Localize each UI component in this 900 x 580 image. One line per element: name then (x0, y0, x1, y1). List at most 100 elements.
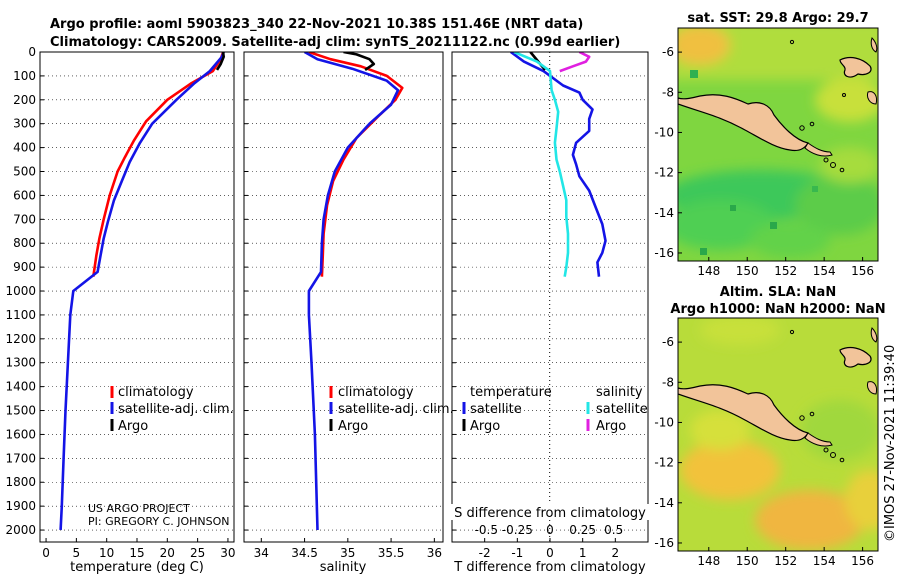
lon-tick-label: 152 (774, 554, 797, 568)
lon-tick-label: 152 (774, 264, 797, 278)
x-tick-label: -2 (479, 546, 491, 560)
x-tick-label: 5 (73, 546, 81, 560)
depth-tick-label: 1300 (5, 356, 36, 370)
depth-tick-label: 1200 (5, 332, 36, 346)
s-tick-label: -0.5 (475, 523, 498, 537)
imos-stamp: ©IMOS 27-Nov-2021 11:39:40 (883, 345, 898, 542)
island (842, 93, 846, 97)
depth-tick-label: 1100 (5, 308, 36, 322)
island (823, 157, 829, 163)
sst-map-panel: sat. SST: 29.8 Argo: 29.7 (654, 11, 879, 278)
sla-map-panel: Altim. SLA: NaN Argo h1000: NaN h2000: N… (654, 285, 885, 568)
depth-tick-label: 100 (13, 69, 36, 83)
island (830, 452, 836, 458)
temperature-lines (59, 52, 225, 531)
x-tick-label: 25 (190, 546, 205, 560)
lon-tick-label: 154 (813, 554, 836, 568)
island (789, 39, 795, 45)
legend-satellite-label: satellite-adj. clim. (338, 402, 454, 417)
s-label-background (447, 504, 653, 520)
depth-tick-label: 800 (13, 236, 36, 250)
sst-cell (730, 205, 736, 211)
depth-tick-label: 1800 (5, 475, 36, 489)
s-tick-label: 0.25 (569, 523, 596, 537)
sst-cell (690, 70, 698, 78)
depth-tick-label: 1600 (5, 427, 36, 441)
depth-tick-label: 600 (13, 188, 36, 202)
series-satellite-adj-clim- (59, 52, 225, 531)
depth-tick-label: 500 (13, 165, 36, 179)
lat-tick-label: -16 (654, 246, 674, 260)
s-difference-xlabel: S difference from climatology (454, 506, 646, 521)
x-tick-label: -1 (511, 546, 523, 560)
series-salinity-argo (559, 52, 591, 73)
legend-sal-argo-label: Argo (596, 419, 626, 434)
depth-tick-label: 700 (13, 212, 36, 226)
x-tick-label: 35 (340, 546, 355, 560)
difference-axes-box (451, 51, 649, 543)
s-tick-label: -0.25 (502, 523, 533, 537)
series-argo (343, 52, 376, 71)
island (839, 167, 845, 173)
s-tick-label: 0 (546, 523, 554, 537)
x-tick-label: 0 (546, 546, 554, 560)
x-tick-label: 36 (427, 546, 442, 560)
lat-tick-label: -6 (662, 335, 674, 349)
lat-tick-label: -8 (662, 375, 674, 389)
sst-map-image (678, 28, 878, 261)
island (823, 447, 829, 453)
island (839, 457, 845, 463)
depth-tick-labels: 0 100 200 300 400 500 600 700 800 900 1000 1100 1200… (5, 45, 36, 537)
lat-tick-label: -10 (654, 125, 674, 139)
land-bougainville (867, 91, 877, 105)
x-tick-label: 34 (254, 546, 269, 560)
salinity-legend: climatology satellite-adj. clim. Argo (329, 385, 454, 434)
lon-tick-label: 148 (697, 554, 720, 568)
salinity-panel: 34 34.5 35 35.5 36 salinity climatology sate… (243, 51, 454, 575)
series-temperature-satellite (510, 52, 607, 277)
depth-tick-label: 300 (13, 117, 36, 131)
land-new-ireland (870, 37, 878, 53)
lat-tick-label: -12 (654, 166, 674, 180)
difference-legend: temperature salinity satellite Argo sate… (462, 385, 648, 434)
island (809, 411, 815, 417)
depth-tick-label: 1700 (5, 451, 36, 465)
lon-tick-label: 154 (813, 264, 836, 278)
sst-lat-tick-labels: -6 -8 -10 -12 -14 -16 (654, 45, 682, 260)
sst-map-title: sat. SST: 29.8 Argo: 29.7 (687, 11, 868, 26)
legend-argo-label: Argo (118, 419, 148, 434)
x-tick-label: 20 (160, 546, 175, 560)
legend-salinity-title: salinity (596, 385, 643, 400)
x-tick-label: 0 (42, 546, 50, 560)
x-tick-label: 10 (99, 546, 114, 560)
land-new-ireland (870, 327, 878, 343)
salinity-axes-box (243, 51, 444, 543)
legend-climatology-label: climatology (338, 385, 414, 400)
lon-tick-label: 150 (736, 264, 759, 278)
x-tick-label: 35.5 (378, 546, 405, 560)
island (799, 125, 805, 131)
depth-tick-label: 400 (13, 141, 36, 155)
sst-map-frame (677, 27, 879, 262)
difference-panel: -2 -1 0 1 2 -0.5 -0.25 0 0.25 0.5 S difference f… (447, 51, 653, 575)
salinity-grid (244, 51, 443, 542)
lat-tick-label: -6 (662, 45, 674, 59)
legend-climatology-label: climatology (118, 385, 194, 400)
lat-tick-label: -14 (654, 496, 674, 510)
island (789, 329, 795, 335)
sst-cell (812, 186, 818, 192)
temperature-xlabel: temperature (deg C) (70, 560, 204, 575)
lon-tick-label: 156 (851, 264, 874, 278)
pi-label: PI: GREGORY C. JOHNSON (88, 515, 229, 528)
lat-tick-label: -16 (654, 536, 674, 550)
lat-tick-label: -14 (654, 206, 674, 220)
figure-title-line1: Argo profile: aoml 5903823_340 22-Nov-20… (50, 17, 583, 32)
sla-map-subtitle: Argo h1000: NaN h2000: NaN (670, 302, 885, 317)
temperature-panel: 0100200300400500600700800900100011001200… (5, 45, 235, 575)
difference-lines (510, 52, 607, 277)
sla-map-title: Altim. SLA: NaN (720, 285, 836, 300)
sla-map-image (678, 318, 878, 551)
lon-tick-label: 148 (697, 264, 720, 278)
x-tick-label: 30 (220, 546, 235, 560)
